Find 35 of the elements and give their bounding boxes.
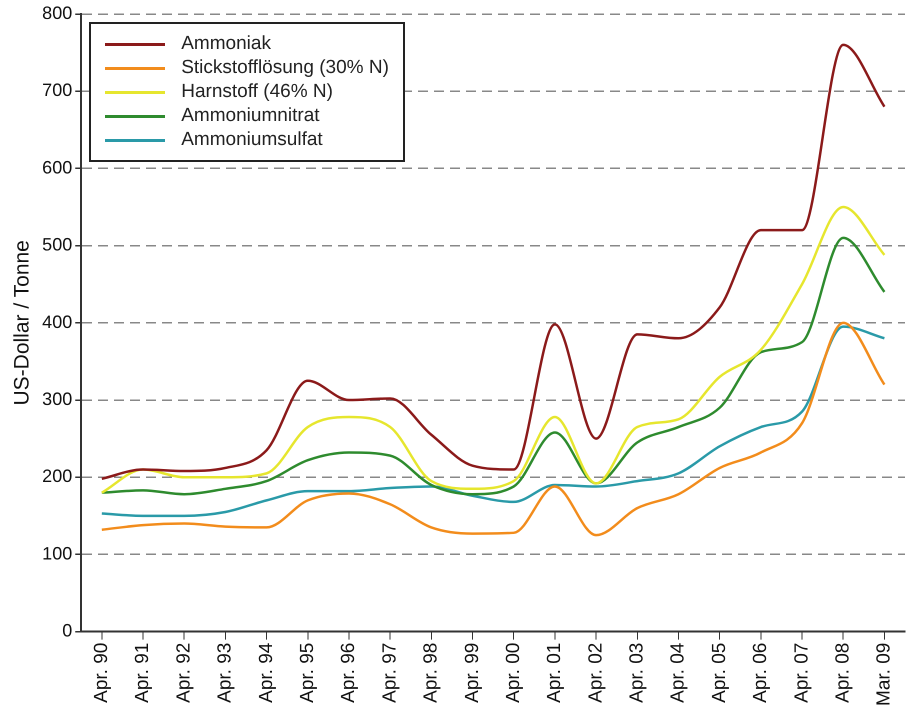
x-tick-label: Apr. 98	[420, 642, 442, 703]
y-tick-label: 100	[42, 543, 72, 564]
y-axis-title: US-Dollar / Tonne	[10, 240, 34, 406]
x-tick-label: Apr. 02	[585, 642, 606, 703]
x-tick-label: Apr. 01	[544, 642, 566, 703]
legend-label: Ammoniumnitrat	[181, 105, 320, 127]
x-tick-label: Apr. 94	[256, 642, 277, 703]
legend-label: Stickstofflösung (30% N)	[181, 57, 389, 79]
x-tick-label: Apr. 96	[338, 642, 360, 703]
x-tick-label: Apr. 05	[708, 642, 730, 703]
x-tick-label: Apr. 00	[502, 642, 524, 703]
y-tick-label: 700	[42, 80, 72, 100]
x-tick-label: Apr. 04	[668, 642, 689, 703]
y-tick-label: 800	[42, 2, 72, 23]
legend-label: Ammoniumsulfat	[181, 129, 323, 151]
legend-label: Harnstoff (46% N)	[181, 81, 333, 103]
y-tick-label: 300	[42, 388, 72, 409]
x-tick-label: Apr. 95	[297, 642, 318, 703]
y-tick-label: 0	[62, 620, 72, 641]
x-tick-label: Apr. 06	[750, 642, 772, 703]
legend-label: Ammoniak	[181, 33, 271, 55]
x-tick-label: Apr. 92	[173, 642, 194, 703]
x-tick-label: Apr. 07	[791, 642, 812, 703]
x-tick-label: Mar. 09	[874, 642, 895, 706]
y-tick-label: 500	[42, 234, 72, 255]
x-tick-label: Apr. 93	[214, 642, 236, 703]
x-tick-label: Apr. 03	[626, 642, 648, 703]
y-tick-label: 200	[42, 466, 72, 486]
x-tick-label: Apr. 91	[132, 642, 154, 703]
y-tick-label: 400	[42, 312, 72, 332]
x-tick-label: Apr. 90	[91, 642, 112, 703]
x-tick-label: Apr. 08	[832, 642, 854, 703]
x-tick-label: Apr. 97	[379, 642, 400, 703]
y-tick-label: 600	[42, 157, 72, 178]
x-tick-label: Apr. 99	[462, 642, 483, 703]
